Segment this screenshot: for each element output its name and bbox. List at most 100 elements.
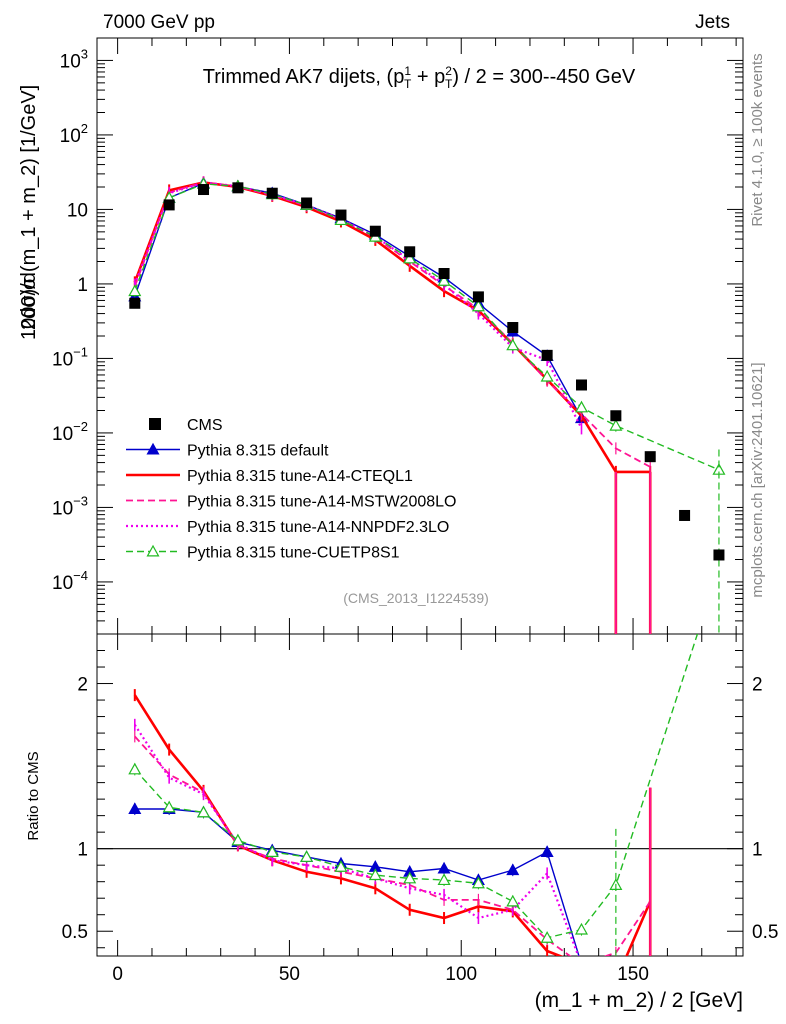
title-part-2: + p: [411, 66, 445, 88]
cms-data-point: [301, 197, 313, 209]
header-collision-label: 7000 GeV pp: [103, 12, 215, 33]
ratio-y-tick-label: 2: [77, 675, 88, 696]
header-category-label: Jets: [695, 12, 730, 33]
legend: CMS Pythia 8.315 default Pythia 8.315 tune…: [126, 417, 456, 562]
main-series-4-marker: [540, 369, 554, 382]
ratio-series-0-marker: [506, 863, 520, 876]
ratio-y-axis: 0.5 0.5 1 1 2 2: [62, 650, 778, 949]
main-series-3-line: [133, 181, 583, 429]
ratio-series-2-line: [134, 735, 651, 956]
main-y-axis-prefix: 1000/σ: [18, 277, 40, 340]
main-y-tick-label: 10−1: [52, 344, 88, 370]
legend-label-4: Pythia 8.315 tune-CUETP8S1: [187, 545, 400, 562]
x-axis-title: (m_1 + m_2) / 2 [GeV]: [535, 989, 743, 1012]
main-y-tick-label: 10−2: [52, 419, 88, 445]
cms-data-point: [266, 187, 278, 199]
legend-cms-marker: [149, 418, 161, 430]
legend-label-1: Pythia 8.315 tune-A14-CTEQL1: [187, 468, 413, 485]
title-sub-2: T: [445, 77, 453, 91]
cms-data-point: [507, 322, 519, 334]
title-sub-1: T: [404, 77, 412, 91]
cms-data-point: [713, 549, 725, 561]
cms-data-point: [472, 291, 484, 303]
legend-marker-0: [146, 442, 160, 455]
cms-data-point: [679, 509, 691, 521]
cms-data-point: [644, 451, 656, 463]
main-series-4-marker: [403, 251, 417, 264]
ratio-series-0-line: [134, 808, 580, 956]
title-sup-2: 2: [445, 64, 452, 78]
main-y-tick-label: 103: [60, 46, 88, 72]
cms-data-point: [163, 199, 175, 211]
ratio-series-4-marker: [471, 876, 485, 889]
main-series-4-marker: [471, 299, 485, 312]
main-y-axis-title: 2dσ)/d(m_1 + m_2) [1/GeV]: [18, 85, 40, 330]
ratio-series-4-marker: [540, 931, 554, 943]
cms-data-point: [404, 246, 416, 258]
ratio-y-tick-label: 0.5: [62, 922, 88, 943]
cms-data-point: [232, 182, 244, 194]
ratio-series-3-line: [133, 724, 580, 956]
ratio-series-4-marker: [265, 845, 279, 857]
cms-data-point: [369, 225, 381, 237]
ratio-series-0-marker: [576, 959, 587, 969]
ratio-series-4-marker: [231, 833, 245, 846]
main-series-2-line: [133, 181, 651, 468]
rivet-version-text: Rivet 4.1.0, ≥ 100k events: [749, 53, 766, 226]
main-series-0-line: [134, 182, 583, 419]
ratio-y-tick-label-right: 0.5: [752, 922, 778, 943]
chart-title: Trimmed AK7 dijets, (p1 T + p2 T) / 2 = 30…: [203, 64, 636, 91]
ratio-y-tick-label: 1: [77, 840, 88, 861]
analysis-id-label: (CMS_2013_I1224539): [343, 590, 489, 606]
ratio-series-4-marker: [368, 868, 382, 881]
ratio-series-4-line: [134, 634, 699, 939]
ratio-series-0-marker: [540, 845, 554, 857]
ratio-series-4-marker: [437, 873, 451, 886]
cms-data-point: [129, 297, 141, 309]
main-y-tick-label: 10−4: [52, 568, 88, 594]
main-y-tick-label: 1: [77, 275, 88, 296]
main-y-tick-label: 102: [60, 121, 88, 147]
main-y-tick-label: 10−3: [52, 493, 88, 519]
title-sup-1: 1: [404, 64, 411, 78]
cms-data-point: [335, 209, 347, 221]
cms-data-point: [576, 379, 587, 391]
ratio-series-group: [128, 634, 699, 969]
legend-cms-label: CMS: [187, 417, 223, 434]
legend-marker-4: [146, 544, 160, 557]
cms-data-point: [610, 410, 622, 422]
main-series-4-marker: [609, 418, 623, 431]
x-tick-label: 0: [112, 964, 123, 985]
cms-data-point: [198, 184, 210, 196]
legend-label-3: Pythia 8.315 tune-A14-NNPDF2.3LO: [187, 519, 449, 536]
legend-label-0: Pythia 8.315 default: [187, 443, 329, 460]
x-tick-label: 150: [617, 964, 649, 985]
ratio-y-tick-label-right: 1: [752, 840, 763, 861]
ratio-series-0-marker: [437, 861, 451, 874]
main-series-4-marker: [506, 338, 520, 351]
cms-data-point: [438, 268, 450, 280]
x-axis: 0 50 100 150: [112, 38, 737, 985]
main-series-group: [128, 176, 726, 634]
main-y-tick-label: 10: [67, 200, 88, 221]
ratio-series-4-marker: [162, 800, 176, 813]
ratio-plot-frame: [96, 633, 744, 957]
ratio-series-4-marker: [128, 762, 142, 775]
ratio-series-4-marker: [300, 850, 314, 862]
ratio-y-axis-title: Ratio to CMS: [25, 751, 42, 840]
cms-data-point: [541, 349, 553, 361]
ratio-y-tick-label-right: 2: [752, 675, 763, 696]
ratio-series-4-marker: [334, 860, 348, 872]
main-series-4-marker: [574, 400, 589, 413]
main-series-4-marker: [437, 274, 451, 286]
ratio-series-0-marker: [128, 802, 142, 815]
title-part-3: ) / 2 = 300--450 GeV: [452, 66, 636, 88]
title-part-1: Trimmed AK7 dijets, (p: [203, 66, 405, 88]
legend-label-2: Pythia 8.315 tune-A14-MSTW2008LO: [187, 494, 456, 511]
ratio-series-4-marker: [197, 805, 211, 818]
main-series-4-marker: [128, 284, 142, 297]
ratio-series-4-marker: [403, 871, 417, 884]
mcplots-credit-text: mcplots.cern.ch [arXiv:2401.10621]: [749, 362, 766, 597]
